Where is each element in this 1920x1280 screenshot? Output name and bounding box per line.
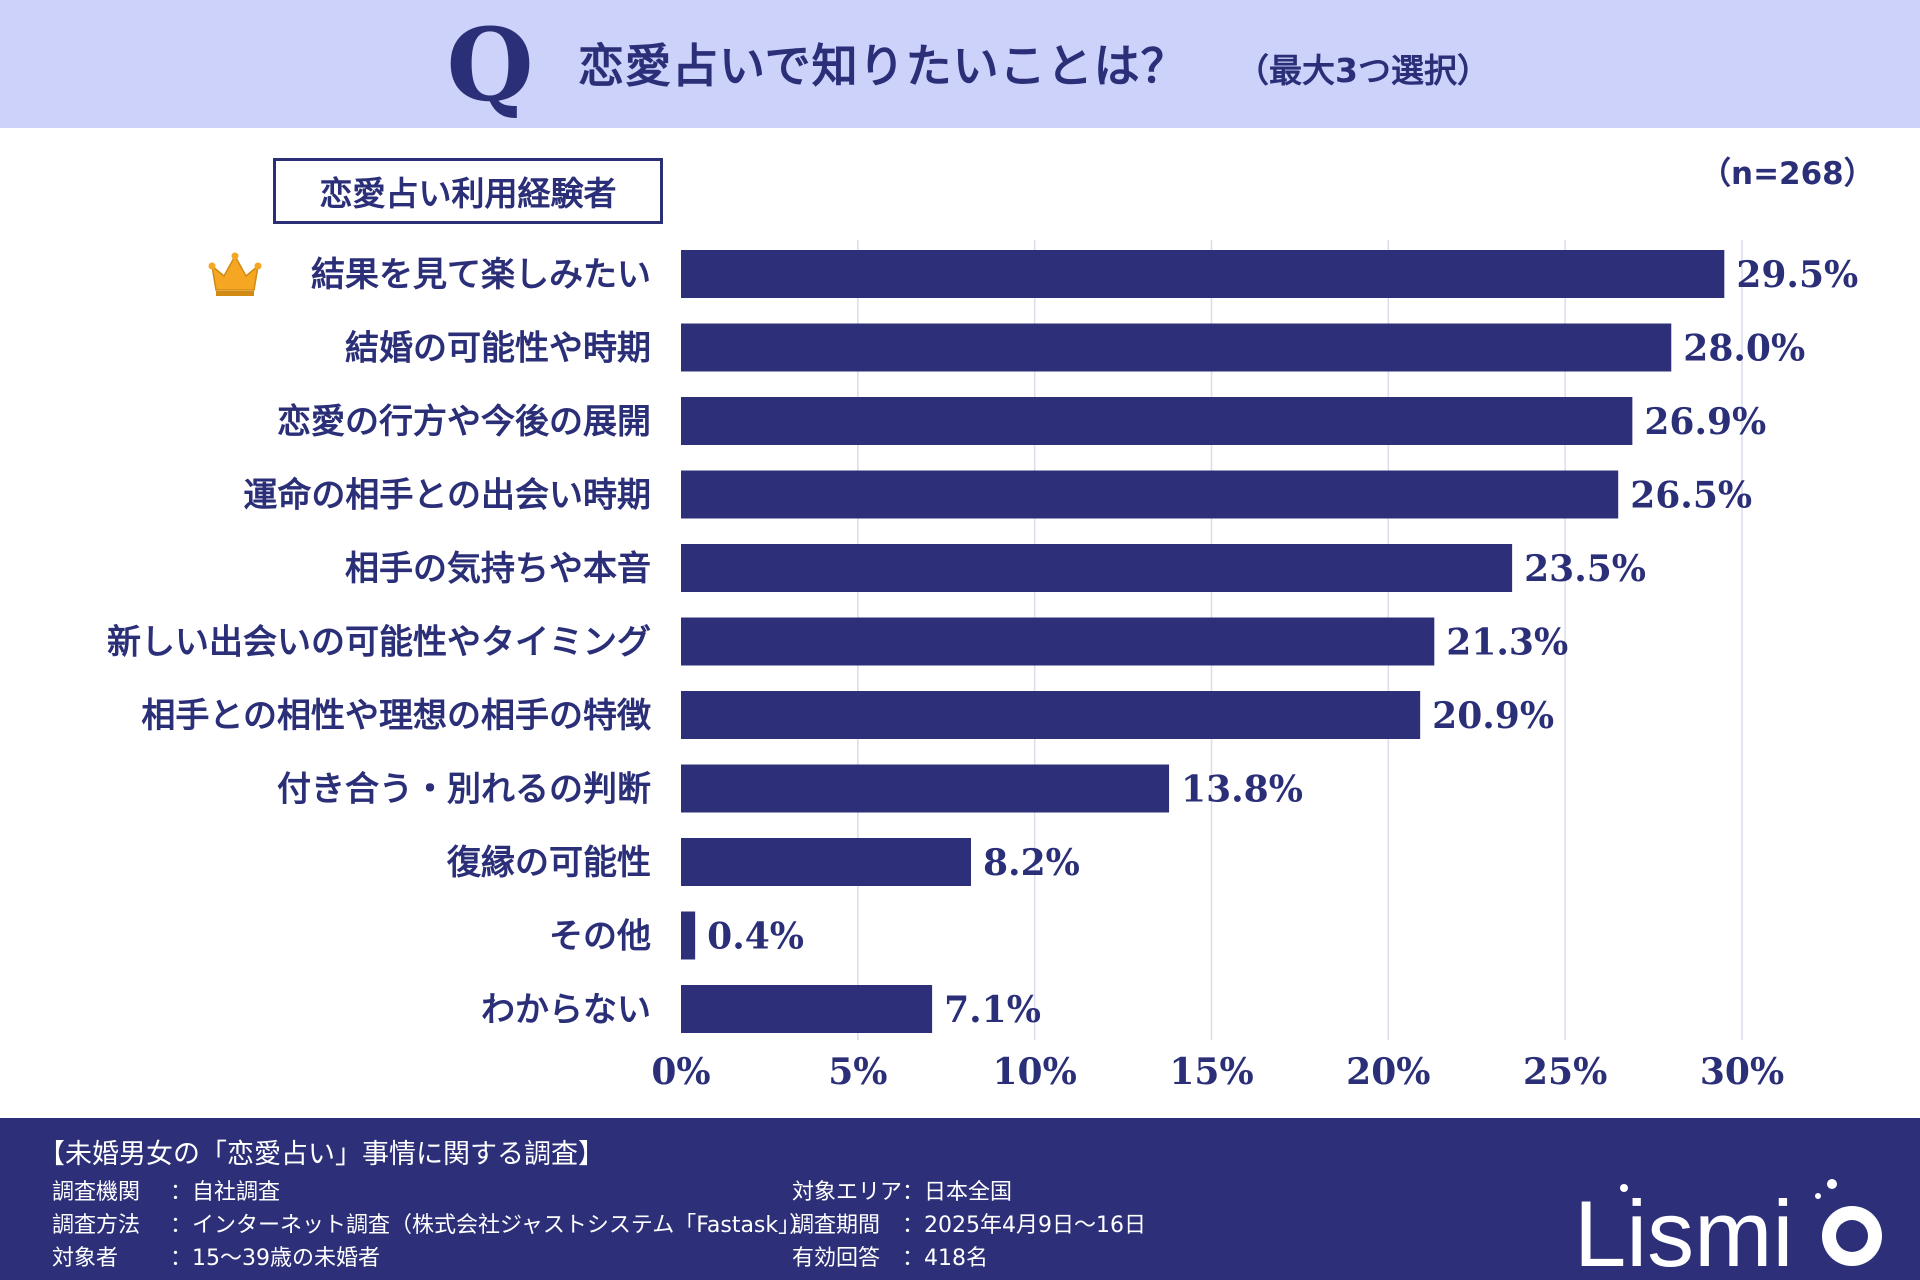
bar-value-label: 21.3% bbox=[1446, 622, 1568, 664]
category-label: 結果を見て楽しみたい bbox=[311, 255, 651, 295]
category-label: 新しい出会いの可能性やタイミング bbox=[107, 623, 651, 663]
bar bbox=[681, 838, 972, 886]
survey-method-value: ：インターネット調査（株式会社ジャストシステム「Fastask」） bbox=[170, 1213, 812, 1238]
survey-responses-key: 有効回答 bbox=[792, 1246, 881, 1271]
category-label: 相手の気持ちや本音 bbox=[345, 549, 651, 589]
bar bbox=[681, 397, 1633, 445]
segment-label: 恋愛占い利用経験者 bbox=[273, 158, 663, 224]
survey-area-key: 対象エリア bbox=[792, 1180, 903, 1205]
category-label: 恋愛の行方や今後の展開 bbox=[277, 402, 651, 442]
survey-target-value: ：15〜39歳の未婚者 bbox=[170, 1246, 380, 1271]
survey-period-key: 調査期間 bbox=[792, 1213, 881, 1238]
bar bbox=[681, 544, 1513, 592]
lismi-logo: Lismi bbox=[1574, 1179, 1882, 1280]
bar bbox=[681, 470, 1619, 519]
survey-org-key: 調査機関 bbox=[52, 1180, 141, 1205]
x-tick-label: 25% bbox=[1523, 1051, 1607, 1093]
bar-value-label: 29.5% bbox=[1736, 254, 1858, 296]
survey-footer: 【未婚男女の「恋愛占い」事情に関する調査】 調査機関 ：自社調査 調査方法 ：イ… bbox=[0, 1118, 1920, 1280]
category-label: わからない bbox=[481, 990, 651, 1030]
sample-size: （n=268） bbox=[1700, 156, 1875, 192]
header-banner: Q 恋愛占いで知りたいことは？ （最大3つ選択） bbox=[0, 0, 1920, 128]
crown-icon bbox=[208, 252, 262, 296]
bar-value-label: 23.5% bbox=[1524, 548, 1646, 590]
bar-value-label: 7.1% bbox=[944, 989, 1041, 1031]
bar bbox=[681, 911, 696, 960]
category-label: 相手との相性や理想の相手の特徴 bbox=[141, 696, 652, 736]
survey-method-key: 調査方法 bbox=[52, 1213, 141, 1238]
survey-responses-value: ：418名 bbox=[902, 1246, 988, 1271]
x-tick-label: 15% bbox=[1169, 1051, 1253, 1093]
q-logo-icon: Q bbox=[446, 8, 533, 120]
bar bbox=[681, 691, 1421, 739]
bar-value-label: 0.4% bbox=[707, 916, 804, 958]
question-note: （最大3つ選択） bbox=[1236, 51, 1490, 90]
survey-target-key: 対象者 bbox=[52, 1246, 119, 1271]
bar bbox=[681, 617, 1435, 666]
survey-title: 【未婚男女の「恋愛占い」事情に関する調査】 bbox=[38, 1139, 605, 1170]
category-label: 復縁の可能性 bbox=[446, 843, 651, 883]
category-label: 運命の相手との出会い時期 bbox=[243, 476, 651, 516]
x-tick-label: 5% bbox=[828, 1051, 887, 1093]
question-title: 恋愛占いで知りたいことは？ bbox=[578, 39, 1188, 93]
sparkle-icon bbox=[1827, 1179, 1837, 1189]
bar-value-label: 26.9% bbox=[1644, 401, 1766, 443]
svg-text:Lismi: Lismi bbox=[1574, 1181, 1793, 1280]
bar-value-label: 28.0% bbox=[1683, 328, 1805, 370]
x-tick-label: 10% bbox=[993, 1051, 1077, 1093]
bar bbox=[681, 985, 933, 1033]
x-tick-label: 20% bbox=[1346, 1051, 1430, 1093]
category-label: 付き合う・別れるの判断 bbox=[277, 770, 651, 810]
x-tick-label: 30% bbox=[1700, 1051, 1784, 1093]
bar-value-label: 26.5% bbox=[1630, 475, 1752, 517]
category-label: その他 bbox=[549, 917, 651, 957]
bar bbox=[681, 764, 1170, 813]
survey-org-value: ：自社調査 bbox=[170, 1180, 281, 1205]
bar-value-label: 8.2% bbox=[983, 842, 1080, 884]
bar bbox=[681, 323, 1672, 372]
survey-period-value: ：2025年4月9日〜16日 bbox=[902, 1213, 1146, 1238]
x-tick-label: 0% bbox=[651, 1051, 710, 1093]
svg-text:Q: Q bbox=[446, 8, 533, 120]
bar-value-label: 13.8% bbox=[1181, 769, 1303, 811]
category-label: 結婚の可能性や時期 bbox=[345, 329, 651, 369]
bar-chart: 29.5% 結果を見て楽しみたい 28.0% 結婚の可能性や時期 26.9% 恋愛の行方や… bbox=[107, 240, 1858, 1093]
bar bbox=[681, 250, 1725, 298]
bar-value-label: 20.9% bbox=[1432, 695, 1554, 737]
survey-area-value: ：日本全国 bbox=[902, 1180, 1013, 1205]
